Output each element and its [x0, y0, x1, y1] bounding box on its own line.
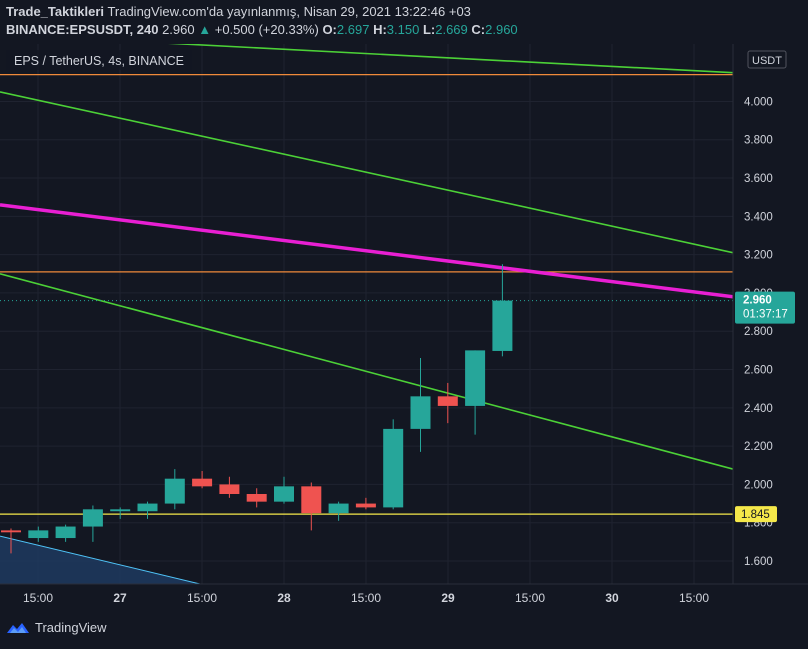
- candle-body[interactable]: [328, 503, 349, 514]
- last-price-tag: 2.960 01:37:17: [735, 291, 795, 324]
- y-tick-label: 1.600: [744, 556, 773, 568]
- y-tick-label: 4.000: [744, 96, 773, 108]
- trend-line[interactable]: [0, 44, 733, 74]
- candle-body[interactable]: [274, 486, 294, 502]
- chart-area[interactable]: 1.6001.8002.0002.2002.4002.6002.8003.000…: [0, 44, 808, 612]
- low-label: L:: [422, 22, 436, 37]
- tradingview-brand: TradingView: [35, 620, 107, 635]
- chart-background: [0, 44, 808, 612]
- candle-body[interactable]: [192, 478, 213, 487]
- y-tick-label: 2.000: [744, 479, 773, 491]
- close-value: 2.960: [485, 22, 518, 37]
- low-value: 2.669: [435, 22, 468, 37]
- countdown-value: 01:37:17: [743, 309, 788, 321]
- x-tick-label: 15:00: [351, 591, 381, 605]
- x-tick-label: 15:00: [679, 591, 709, 605]
- grid-lines: [0, 44, 733, 584]
- price-change: +0.500 (+20.33%): [214, 22, 319, 37]
- high-value: 3.150: [386, 22, 420, 37]
- candle-body[interactable]: [246, 494, 267, 502]
- up-arrow-icon: ▲: [198, 22, 212, 37]
- candle-body[interactable]: [110, 509, 131, 512]
- candle-body[interactable]: [82, 509, 103, 527]
- time-axis[interactable]: 15:00 27 15:00 28 15:00 29 15:00 30 15:00: [23, 591, 709, 605]
- x-tick-label: 15:00: [23, 591, 53, 605]
- plot-area[interactable]: [0, 44, 733, 584]
- legend-title: EPS / TetherUS, 4s, BINANCE: [14, 54, 184, 68]
- trend-line[interactable]: [0, 91, 733, 254]
- chart-header-ohlc: BINANCE:EPSUSDT, 240 2.960 ▲ +0.500 (+20…: [6, 22, 518, 37]
- candle-body[interactable]: [55, 526, 76, 539]
- trend-line[interactable]: [0, 273, 733, 470]
- candle-body[interactable]: [219, 484, 240, 494]
- legend-box: EPS / TetherUS, 4s, BINANCE: [6, 50, 192, 70]
- y-tick-label: 2.600: [744, 365, 773, 377]
- hline-price-value: 1.845: [741, 509, 770, 521]
- currency-label: USDT: [752, 55, 782, 67]
- x-tick-label: 28: [277, 591, 291, 605]
- x-tick-label: 27: [113, 591, 127, 605]
- candle-body[interactable]: [492, 300, 513, 351]
- symbol-label: BINANCE:EPSUSDT, 240: [6, 22, 159, 37]
- candle-body[interactable]: [164, 478, 185, 504]
- hline-price-tag: 1.845: [735, 506, 777, 523]
- candle-body[interactable]: [28, 530, 49, 539]
- y-tick-label: 3.400: [744, 211, 773, 223]
- x-tick-label: 30: [605, 591, 619, 605]
- current-price: 2.960: [162, 22, 195, 37]
- high-label: H:: [373, 22, 387, 37]
- price-axis[interactable]: 1.6001.8002.0002.2002.4002.6002.8003.000…: [744, 96, 773, 568]
- candle-body[interactable]: [437, 396, 458, 406]
- candle-body[interactable]: [410, 396, 431, 429]
- y-tick-label: 2.400: [744, 403, 773, 415]
- y-tick-label: 2.200: [744, 441, 773, 453]
- x-tick-label: 15:00: [515, 591, 545, 605]
- zone-boundary-line: [0, 535, 201, 584]
- chart-header-publish: Trade_Taktikleri TradingView.com'da yayı…: [6, 4, 471, 19]
- candle-body[interactable]: [383, 428, 404, 508]
- candle-body[interactable]: [301, 486, 322, 514]
- close-label: C:: [471, 22, 486, 37]
- last-price-value: 2.960: [743, 295, 772, 307]
- y-tick-label: 3.200: [744, 250, 773, 262]
- candle-body[interactable]: [355, 503, 376, 508]
- currency-badge[interactable]: USDT: [747, 50, 787, 69]
- open-value: 2.697: [336, 22, 370, 37]
- y-tick-label: 2.800: [744, 326, 773, 338]
- y-tick-label: 3.800: [744, 135, 773, 147]
- candle-body[interactable]: [465, 350, 486, 406]
- candle-body[interactable]: [137, 503, 158, 512]
- candle-body[interactable]: [1, 530, 21, 533]
- x-tick-label: 15:00: [187, 591, 217, 605]
- tradingview-logo-icon: [7, 622, 29, 633]
- author-name[interactable]: Trade_Taktikleri: [6, 4, 105, 19]
- open-label: O:: [322, 22, 337, 37]
- x-tick-label: 29: [441, 591, 455, 605]
- footer-brand[interactable]: TradingView: [6, 620, 107, 635]
- y-tick-label: 3.600: [744, 173, 773, 185]
- trend-line[interactable]: [0, 203, 733, 299]
- publish-info: TradingView.com'da yayınlanmış, Nisan 29…: [107, 4, 471, 19]
- candlestick-chart[interactable]: 1.6001.8002.0002.2002.4002.6002.8003.000…: [0, 44, 808, 612]
